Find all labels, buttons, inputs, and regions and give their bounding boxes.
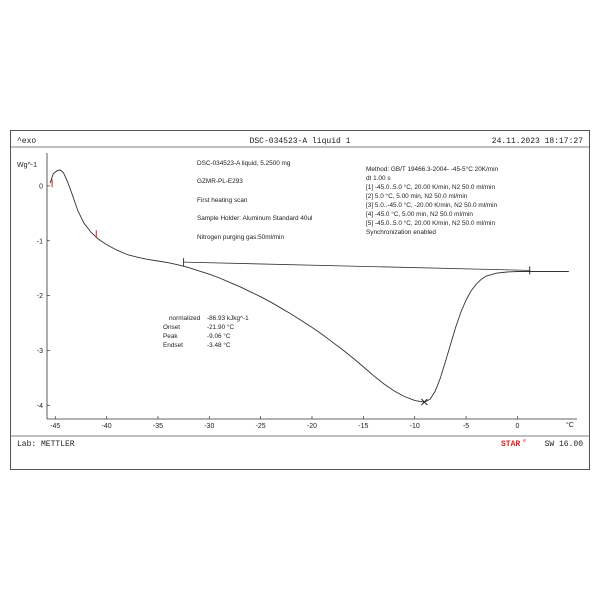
sample-info-line: DSC-034523-A liquid, 5.2500 mg bbox=[197, 160, 291, 167]
result-label-onset: Onset bbox=[163, 324, 180, 331]
sample-info-line: GZMR-PL-E293 bbox=[197, 178, 243, 185]
sample-info-block: DSC-034523-A liquid, 5.2500 mg GZMR-PL-E… bbox=[197, 160, 312, 241]
sample-info-line: Nitrogen purging gas:50ml/min bbox=[197, 234, 284, 241]
method-info-line: dt 1.00 s bbox=[366, 175, 391, 182]
axes: -45 -40 -35 -30 -25 -20 -15 -10 -5 0 0 -1 -2 -3 -4 bbox=[37, 153, 577, 430]
exo-direction-label: ^exo bbox=[17, 137, 36, 146]
x-tick-label: 0 bbox=[515, 423, 519, 430]
x-axis-unit-label: °C bbox=[566, 421, 574, 429]
result-label-peak: Peak bbox=[163, 333, 178, 340]
x-tick-label: -40 bbox=[102, 423, 112, 430]
lab-label: Lab: METTLER bbox=[17, 440, 75, 449]
timestamp: 24.11.2023 18:17:27 bbox=[492, 137, 583, 146]
method-info-block: Method: GB/T 19466.3-2004- -45-5°C 20K/m… bbox=[366, 165, 499, 236]
y-tick-label: -4 bbox=[37, 403, 43, 410]
star-logo: STAR bbox=[501, 440, 520, 449]
x-tick-label: -20 bbox=[307, 423, 317, 430]
result-label-normalized: normalized bbox=[169, 315, 201, 322]
dsc-curve bbox=[49, 169, 569, 403]
dsc-plot-window: ^exo DSC-034523-A liquid 1 24.11.2023 18… bbox=[10, 130, 590, 470]
dsc-chart: ^exo DSC-034523-A liquid 1 24.11.2023 18… bbox=[11, 137, 589, 449]
x-tick-label: -5 bbox=[463, 423, 469, 430]
sample-info-line: Sample Holder: Aluminum Standard 40ul bbox=[197, 215, 312, 222]
method-info-line: [4] -45.0 °C, 5.00 min, N2 50.0 ml/min bbox=[366, 210, 473, 218]
y-axis-label: Wg^-1 bbox=[17, 162, 37, 169]
method-info-line: Synchronization enabled bbox=[366, 229, 436, 236]
star-logo-superscript: e bbox=[523, 438, 526, 444]
method-info-line: Method: GB/T 19466.3-2004- -45-5°C 20K/m… bbox=[366, 165, 499, 173]
x-tick-label: -15 bbox=[358, 423, 368, 430]
y-tick-label: -2 bbox=[37, 293, 43, 300]
method-info-line: [5] -45.0..5.0 °C, 20.00 K/min, N2 50.0 … bbox=[366, 219, 495, 227]
result-value-normalized: -86.93 kJkg^-1 bbox=[207, 315, 249, 322]
integration-results: normalized -86.93 kJkg^-1 Onset -21.90 °… bbox=[163, 315, 249, 349]
baseline-line bbox=[183, 261, 530, 271]
sample-info-line: First heating scan bbox=[197, 197, 248, 204]
plot-markers bbox=[51, 179, 531, 406]
x-tick-label: -45 bbox=[50, 423, 60, 430]
software-version: SW 16.00 bbox=[545, 440, 584, 449]
chart-title: DSC-034523-A liquid 1 bbox=[250, 137, 351, 146]
result-value-peak: -9.06 °C bbox=[207, 332, 231, 340]
result-value-endset: -3.48 °C bbox=[207, 341, 231, 349]
method-info-line: [3] 5.0..-45.0 °C, -20.00 K/min, N2 50.0… bbox=[366, 201, 498, 209]
plot-lines bbox=[49, 169, 569, 403]
y-tick-label: -1 bbox=[37, 238, 43, 245]
x-tick-label: -10 bbox=[410, 423, 420, 430]
method-info-line: [2] 5.0 °C, 5.00 min, N2 50.0 ml/min bbox=[366, 192, 468, 200]
x-tick-label: -25 bbox=[256, 423, 266, 430]
x-tick-label: -35 bbox=[153, 423, 163, 430]
result-value-onset: -21.90 °C bbox=[207, 323, 234, 331]
x-tick-label: -30 bbox=[204, 423, 214, 430]
y-tick-label: 0 bbox=[39, 183, 43, 190]
result-label-endset: Endset bbox=[163, 342, 183, 349]
peak-cross-marker bbox=[421, 398, 428, 406]
y-tick-label: -3 bbox=[37, 348, 43, 355]
method-info-line: [1] -45.0..5.0 °C, 20.00 K/min, N2 50.0 … bbox=[366, 183, 495, 191]
